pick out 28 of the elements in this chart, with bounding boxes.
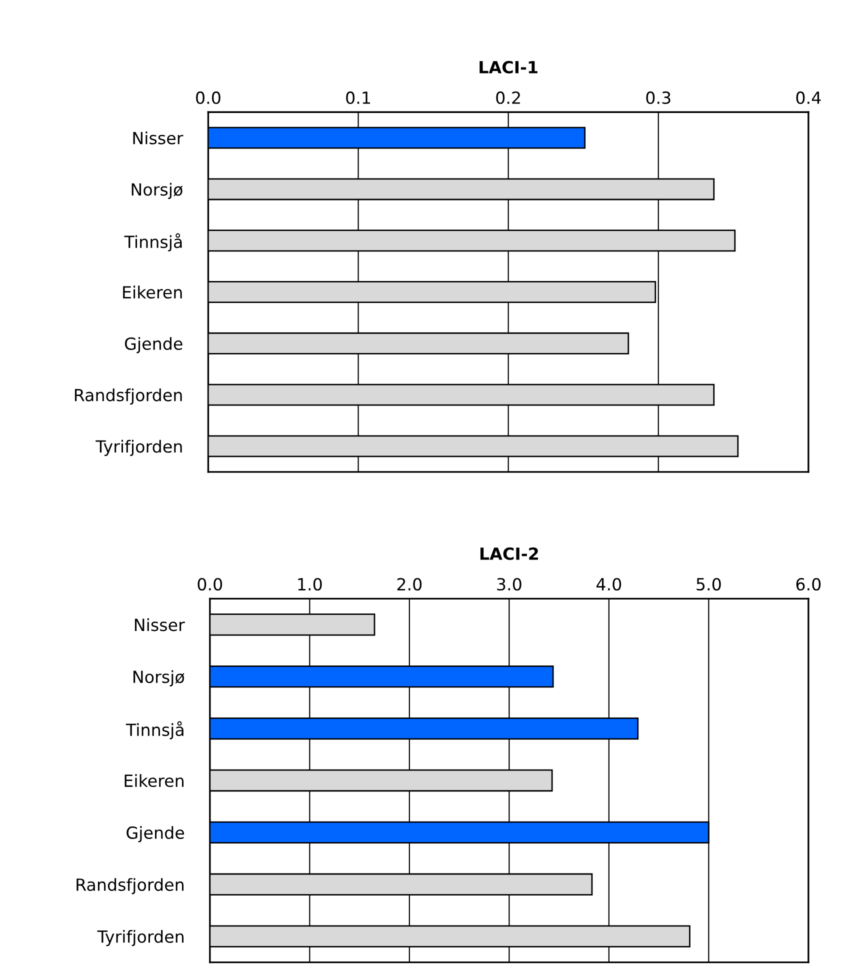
x-tick-label: 3.0 bbox=[497, 578, 522, 591]
chart-title: LACI-2 bbox=[480, 547, 538, 560]
y-tick-label: Eikeren bbox=[124, 774, 184, 788]
x-tick-label: 0.2 bbox=[496, 91, 520, 104]
x-tick-label: 2.0 bbox=[397, 578, 422, 591]
x-tick-label: 1.0 bbox=[298, 578, 322, 591]
x-tick-label: 5.0 bbox=[696, 578, 721, 591]
y-tick-label: Tyrifjorden bbox=[96, 440, 182, 456]
x-tick-label: 0.3 bbox=[646, 91, 670, 104]
x-tick-label: 0.0 bbox=[196, 91, 220, 104]
y-tick-label: Norsjø bbox=[134, 670, 184, 686]
y-tick-label: Gjende bbox=[126, 826, 184, 842]
y-tick-label: Randsfjorden bbox=[76, 878, 184, 894]
y-tick-label: Tinnsjå bbox=[126, 721, 184, 740]
x-tick-label: 4.0 bbox=[596, 578, 622, 591]
y-tick-label: Norsjø bbox=[132, 182, 183, 200]
x-tick-label: 0.0 bbox=[198, 578, 222, 591]
x-tick-label: 6.0 bbox=[796, 578, 821, 591]
y-tick-label: Nisser bbox=[133, 131, 184, 144]
y-tick-label: Tyrifjorden bbox=[97, 930, 184, 946]
chart-title: LACI-1 bbox=[480, 60, 538, 74]
x-tick-label: 0.4 bbox=[796, 91, 821, 104]
y-tick-label: Nisser bbox=[134, 618, 185, 632]
y-tick-label: Randsfjorden bbox=[74, 388, 182, 405]
x-tick-label: 0.1 bbox=[346, 91, 370, 104]
y-tick-label: Tinnsjå bbox=[124, 233, 182, 252]
y-tick-label: Eikeren bbox=[123, 286, 182, 299]
y-tick-label: Gjende bbox=[124, 337, 182, 354]
